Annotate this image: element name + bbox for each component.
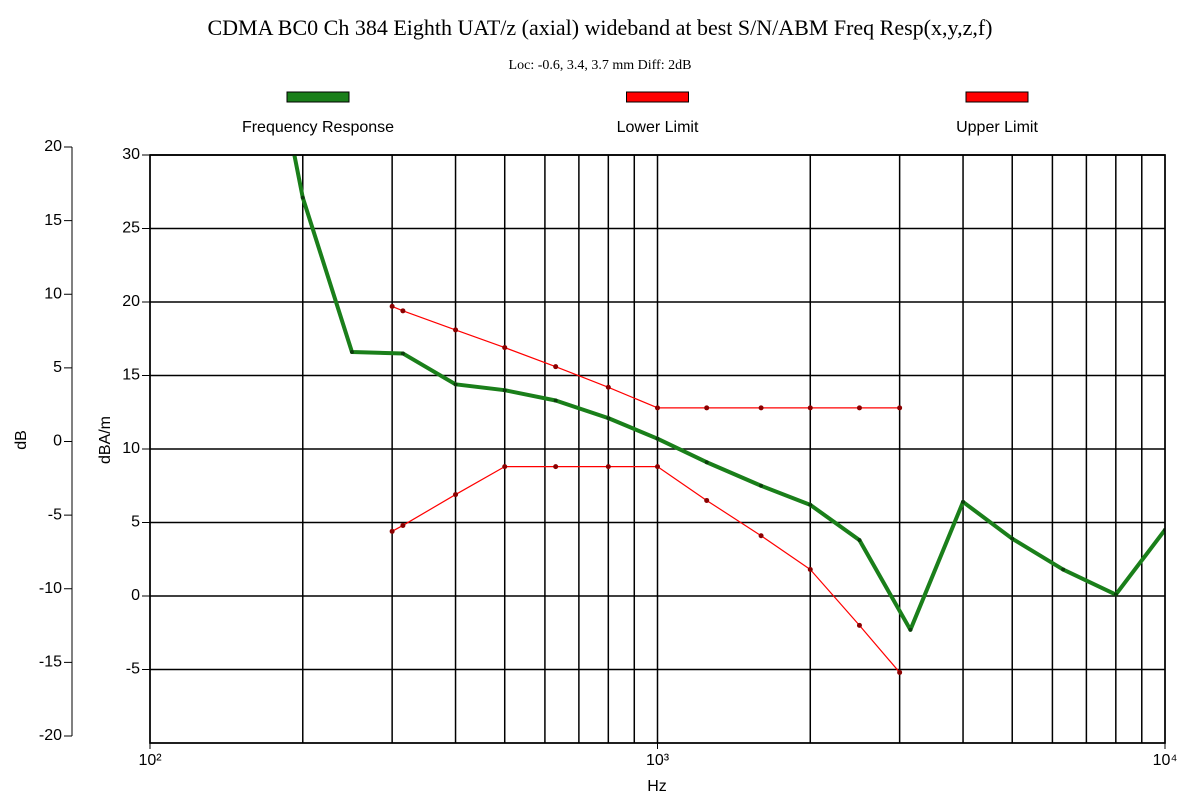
data-point xyxy=(453,327,459,333)
y-tick-label: 25 xyxy=(122,220,140,237)
data-point xyxy=(502,345,508,351)
data-point xyxy=(502,388,507,393)
y-tick-label: 15 xyxy=(122,367,140,384)
data-point xyxy=(704,497,710,503)
y-tick-label: 10 xyxy=(122,440,140,457)
data-point xyxy=(758,533,764,539)
data-point xyxy=(553,398,558,403)
y-tick-label: 5 xyxy=(131,514,140,531)
y-tick-label: 30 xyxy=(122,146,140,163)
y-tick-label: 0 xyxy=(131,587,140,604)
data-point xyxy=(655,436,660,441)
data-point xyxy=(400,308,406,314)
data-point xyxy=(453,382,458,387)
y2-tick-label: -15 xyxy=(39,654,62,671)
legend-swatch xyxy=(965,91,1029,103)
data-point xyxy=(606,416,611,421)
series-group xyxy=(292,155,1165,675)
x-tick-label: 10² xyxy=(138,752,162,769)
data-point xyxy=(808,502,813,507)
y2-tick-label: 15 xyxy=(44,212,62,229)
data-point xyxy=(1061,567,1066,572)
x-axis-label: Hz xyxy=(647,778,667,795)
data-point xyxy=(605,464,611,470)
y2-tick-label: 0 xyxy=(53,433,62,450)
data-point xyxy=(897,669,903,675)
y-tick-label: 20 xyxy=(122,293,140,310)
y2-tick-label: -5 xyxy=(48,506,62,523)
data-point xyxy=(453,492,459,498)
series-line xyxy=(391,466,901,673)
legend-label: Upper Limit xyxy=(956,119,1038,136)
data-point xyxy=(553,364,559,370)
y2-tick-label: 20 xyxy=(44,138,62,155)
data-point xyxy=(897,405,903,411)
y-axis-label: dBA/m xyxy=(97,416,114,464)
data-point xyxy=(908,627,913,632)
data-point xyxy=(704,460,709,465)
data-point xyxy=(655,405,660,411)
data-point xyxy=(856,405,862,411)
data-point xyxy=(961,499,966,504)
data-point xyxy=(856,622,862,628)
y2-tick-label: -10 xyxy=(39,580,62,597)
data-point xyxy=(553,464,559,470)
data-point xyxy=(807,567,813,573)
data-point xyxy=(389,528,395,534)
data-point xyxy=(857,538,862,543)
legend-swatch xyxy=(286,91,350,103)
y2-axis-label: dB xyxy=(13,430,30,450)
legend-label: Lower Limit xyxy=(617,119,699,136)
y2-tick-label: 5 xyxy=(53,359,62,376)
x-tick-label: 10⁴ xyxy=(1153,752,1178,769)
y2-tick-label: -20 xyxy=(39,727,62,744)
data-point xyxy=(655,464,660,470)
data-point xyxy=(605,384,611,390)
data-point xyxy=(1113,592,1118,597)
legend-label: Frequency Response xyxy=(242,119,394,136)
data-point xyxy=(1010,536,1015,541)
data-point xyxy=(400,351,405,356)
data-point xyxy=(704,405,710,411)
data-point xyxy=(349,349,354,354)
chart-title: CDMA BC0 Ch 384 Eighth UAT/z (axial) wid… xyxy=(208,15,993,40)
x-tick-label: 10³ xyxy=(646,752,670,769)
data-point xyxy=(502,464,508,470)
plot-border xyxy=(149,154,1166,744)
data-point xyxy=(389,303,395,309)
y-tick-label: -5 xyxy=(126,661,140,678)
data-point xyxy=(759,483,764,488)
data-point xyxy=(300,195,305,200)
data-point xyxy=(400,522,406,528)
legend-swatch xyxy=(626,91,689,103)
data-point xyxy=(807,405,813,411)
data-point xyxy=(758,405,764,411)
y2-tick-label: 10 xyxy=(44,285,62,302)
series-line xyxy=(391,305,900,409)
chart-subtitle: Loc: -0.6, 3.4, 3.7 mm Diff: 2dB xyxy=(509,58,692,73)
